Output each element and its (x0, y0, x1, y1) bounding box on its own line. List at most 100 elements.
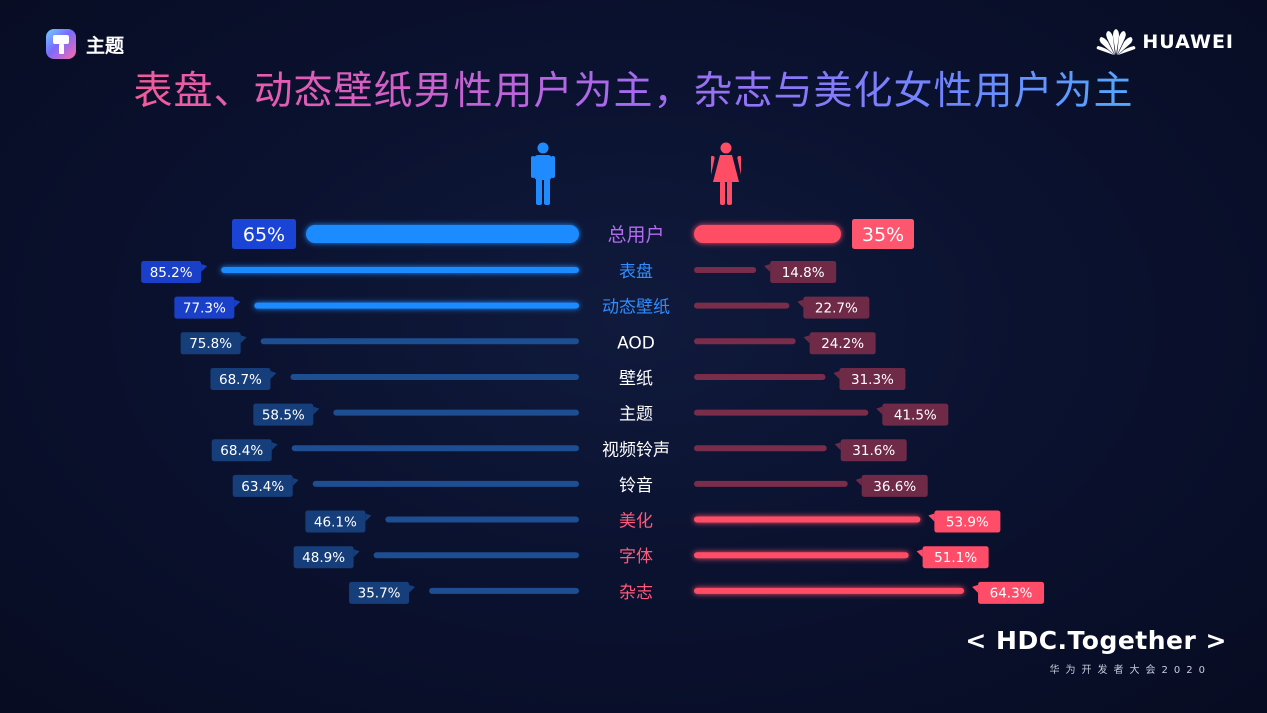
male-value-label-pointer (313, 406, 320, 415)
male-value-label-text: 65% (243, 224, 285, 246)
huawei-logo-icon (1097, 29, 1136, 55)
male-value-label-text: 48.9% (302, 550, 345, 566)
male-value-label-box (210, 367, 271, 390)
male-person-icon (531, 142, 555, 205)
male-value-label-pointer (271, 442, 278, 451)
female-bar (694, 225, 841, 243)
female-value-label-pointer (928, 513, 935, 522)
category-label: 视频铃声 (602, 440, 670, 460)
male-value-label-text: 58.5% (262, 407, 305, 423)
female-bar (694, 267, 757, 273)
female-value-label-box (770, 261, 837, 283)
male-bar (221, 267, 579, 273)
male-value-label-pointer (292, 477, 299, 486)
male-value-label-box (232, 219, 296, 249)
male-value-label-text: 35.7% (358, 586, 401, 602)
male-bar (306, 225, 579, 243)
female-value-label-pointer (972, 584, 979, 593)
category-label: 表盘 (619, 262, 653, 282)
male-value-label-text: 63.4% (241, 479, 284, 495)
female-value-label-pointer (916, 549, 923, 558)
female-bar (694, 480, 848, 487)
female-value-label-pointer (764, 264, 771, 272)
female-value-label-box (922, 546, 989, 569)
male-value-label-pointer (240, 335, 247, 344)
category-label: 字体 (619, 547, 653, 567)
female-value-label-box (809, 332, 876, 355)
huawei-brand: HUAWEI (1096, 28, 1234, 56)
female-value-label-pointer (834, 442, 841, 451)
female-value-label-text: 24.2% (821, 336, 864, 352)
category-label: 美化 (619, 512, 653, 532)
male-bar (312, 480, 579, 487)
male-bar (260, 338, 579, 345)
male-value-label-box (305, 510, 366, 533)
male-value-label-text: 77.3% (183, 301, 226, 317)
female-value-label-box (803, 296, 870, 319)
female-bar (694, 516, 921, 523)
male-bar (290, 373, 579, 380)
female-value-label-box (978, 581, 1045, 604)
female-value-label-text: 41.5% (894, 407, 937, 423)
female-value-label-pointer (797, 299, 804, 308)
app-name: 主题 (86, 35, 125, 57)
male-value-label-text: 85.2% (150, 265, 193, 281)
male-bar (254, 302, 579, 309)
male-value-label-box (211, 439, 272, 462)
male-value-label-box (141, 261, 202, 283)
male-value-label-box (349, 581, 410, 604)
slide-title: 表盘、动态壁纸男性用户为主，杂志与美化女性用户为主 (0, 60, 1267, 116)
female-value-label-text: 51.1% (934, 550, 977, 566)
female-value-label-box (852, 219, 914, 249)
category-label: AOD (617, 333, 655, 353)
male-value-label-text: 46.1% (314, 514, 357, 530)
female-value-label-text: 22.7% (815, 301, 858, 317)
female-bar (694, 587, 965, 594)
male-value-label-box (232, 474, 293, 497)
female-value-label-box (882, 403, 949, 426)
male-value-label-pointer (409, 584, 416, 593)
brand-name: HUAWEI (1142, 31, 1234, 53)
theme-app-icon (46, 29, 76, 59)
male-value-label-pointer (270, 370, 277, 379)
category-label: 动态壁纸 (602, 298, 670, 318)
male-value-label-box (180, 332, 241, 355)
female-value-label-pointer (833, 370, 840, 379)
male-value-label-pointer (365, 513, 372, 522)
male-bar (333, 409, 579, 416)
male-value-label-pointer (353, 549, 360, 558)
female-value-label-box (839, 367, 906, 390)
female-bar (694, 409, 869, 416)
category-label: 主题 (619, 405, 653, 425)
female-value-label-pointer (803, 335, 810, 344)
female-bar (694, 373, 826, 380)
male-value-label-text: 68.7% (219, 372, 262, 388)
female-value-label-pointer (876, 406, 883, 415)
female-value-label-box (861, 474, 928, 497)
male-bar (429, 587, 579, 594)
female-value-label-pointer (855, 477, 862, 486)
male-bar (385, 516, 579, 523)
male-bar (373, 552, 579, 559)
category-label: 壁纸 (619, 369, 653, 389)
female-value-label-text: 36.6% (873, 479, 916, 495)
male-value-label-pointer (234, 299, 241, 308)
female-bar (694, 338, 796, 345)
category-label: 杂志 (619, 583, 653, 603)
female-value-label-text: 31.3% (851, 372, 894, 388)
male-value-label-text: 68.4% (220, 443, 263, 459)
female-bar (694, 445, 827, 452)
female-value-label-text: 31.6% (852, 443, 895, 459)
female-value-label-text: 64.3% (990, 586, 1033, 602)
female-value-label-text: 14.8% (782, 265, 825, 281)
male-value-label-box (253, 403, 314, 426)
female-value-label-text: 35% (862, 224, 904, 246)
male-value-label-box (293, 546, 354, 569)
female-value-label-box (840, 439, 907, 462)
female-bar (694, 552, 909, 559)
category-label: 总用户 (607, 224, 664, 246)
female-value-label-text: 53.9% (946, 514, 989, 530)
female-value-label-box (934, 510, 1001, 533)
male-value-label-box (174, 296, 235, 319)
